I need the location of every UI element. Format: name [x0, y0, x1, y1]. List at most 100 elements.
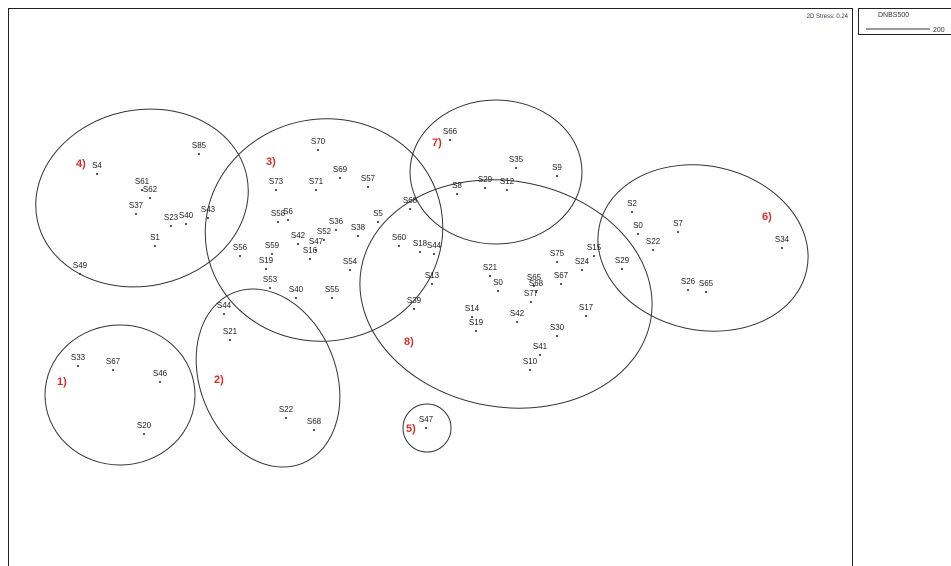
- sample-label: S29: [478, 175, 493, 184]
- sample-point: [285, 417, 287, 419]
- sample-point: [275, 189, 277, 191]
- sample-point: [705, 291, 707, 293]
- sample-point: [154, 245, 156, 247]
- sample-point: [159, 381, 161, 383]
- sample-label: S75: [550, 249, 565, 258]
- sample-label: S65: [527, 273, 542, 282]
- sample-point: [323, 239, 325, 241]
- sample-point: [556, 175, 558, 177]
- sample-label: S38: [351, 223, 366, 232]
- sample-point: [207, 217, 209, 219]
- sample-label: S13: [425, 271, 440, 280]
- sample-point: [143, 433, 145, 435]
- sample-point: [506, 189, 508, 191]
- sample-point: [533, 285, 535, 287]
- sample-point: [277, 221, 279, 223]
- sample-label: S54: [343, 257, 358, 266]
- sample-label: S69: [333, 165, 348, 174]
- sample-point: [489, 275, 491, 277]
- sample-label: S6: [283, 207, 293, 216]
- sample-point: [419, 251, 421, 253]
- sample-label: S2: [627, 199, 637, 208]
- sample-point: [621, 268, 623, 270]
- sample-point: [515, 167, 517, 169]
- sample-point: [135, 213, 137, 215]
- sample-point: [297, 243, 299, 245]
- sample-label: S61: [135, 177, 150, 186]
- sample-label: S60: [392, 233, 407, 242]
- sample-label: S62: [143, 185, 158, 194]
- sample-point: [539, 354, 541, 356]
- sample-point: [631, 211, 633, 213]
- sample-label: S67: [554, 271, 569, 280]
- sample-label: S42: [291, 231, 306, 240]
- cluster-ellipse: [409, 99, 583, 245]
- sample-label: S21: [483, 263, 498, 272]
- sample-point: [357, 235, 359, 237]
- cluster-label: 6): [762, 211, 772, 223]
- sample-point: [295, 297, 297, 299]
- sample-point: [313, 429, 315, 431]
- sample-point: [413, 308, 415, 310]
- sample-label: S33: [71, 353, 86, 362]
- sample-label: S71: [309, 177, 324, 186]
- sample-point: [781, 247, 783, 249]
- cluster-label: 5): [406, 423, 416, 435]
- sample-label: S44: [427, 241, 442, 250]
- sample-point: [315, 249, 317, 251]
- sample-label: S9: [552, 163, 562, 172]
- sample-label: S34: [775, 235, 790, 244]
- sample-point: [79, 273, 81, 275]
- sample-label: S44: [217, 301, 232, 310]
- sample-label: S85: [192, 141, 207, 150]
- sample-point: [516, 321, 518, 323]
- sample-label: S47: [419, 415, 434, 424]
- sample-point: [433, 253, 435, 255]
- sample-label: S68: [529, 279, 544, 288]
- sample-point: [398, 245, 400, 247]
- legend-value: 200: [933, 27, 945, 34]
- cluster-label: 8): [404, 336, 414, 348]
- cluster-ellipse: [359, 179, 653, 409]
- sample-label: S36: [329, 217, 344, 226]
- sample-label: S68: [403, 196, 418, 205]
- cluster-ellipse: [44, 324, 196, 466]
- sample-point: [331, 297, 333, 299]
- sample-label: S12: [500, 177, 515, 186]
- sample-point: [367, 186, 369, 188]
- sample-point: [185, 223, 187, 225]
- sample-point: [475, 330, 477, 332]
- sample-point: [317, 149, 319, 151]
- sample-point: [456, 193, 458, 195]
- cluster-ellipse: [597, 164, 809, 332]
- sample-point: [535, 291, 537, 293]
- sample-point: [652, 249, 654, 251]
- sample-label: S52: [317, 227, 332, 236]
- sample-point: [593, 255, 595, 257]
- sample-label: S24: [575, 257, 590, 266]
- sample-label: S59: [265, 241, 280, 250]
- sample-label: S22: [646, 237, 661, 246]
- sample-label: S67: [106, 357, 121, 366]
- sample-point: [581, 269, 583, 271]
- sample-label: S26: [681, 277, 696, 286]
- sample-label: S1: [150, 233, 160, 242]
- sample-point: [170, 225, 172, 227]
- sample-point: [271, 253, 273, 255]
- sample-label: S15: [587, 243, 602, 252]
- sample-point: [687, 289, 689, 291]
- sample-label: S8: [452, 181, 462, 190]
- sample-point: [677, 231, 679, 233]
- sample-label: S19: [469, 318, 484, 327]
- cluster-label: 2): [214, 374, 224, 386]
- cluster-label: 1): [57, 376, 67, 388]
- sample-label: S4: [92, 161, 102, 170]
- sample-label: S23: [164, 213, 179, 222]
- sample-label: S5: [373, 209, 383, 218]
- sample-label: S30: [550, 323, 565, 332]
- sample-label: S41: [533, 342, 548, 351]
- sample-point: [309, 258, 311, 260]
- sample-label: S68: [307, 417, 322, 426]
- sample-point: [560, 283, 562, 285]
- sample-point: [339, 177, 341, 179]
